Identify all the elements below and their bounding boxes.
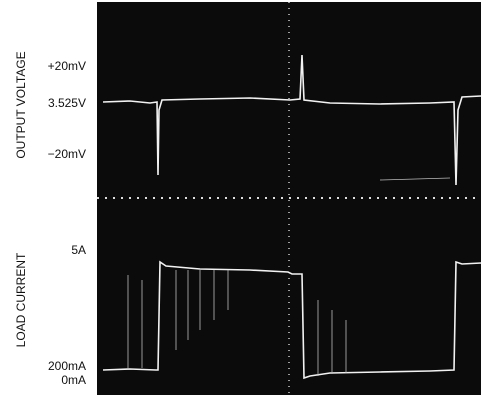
tick-label: 3.525V: [48, 96, 86, 110]
tick-label: −20mV: [48, 147, 86, 161]
tick-label: 0mA: [61, 373, 86, 387]
tick-label: +20mV: [48, 59, 86, 73]
axis-label: OUTPUT VOLTAGE: [14, 51, 28, 158]
current-artifacts: [127, 270, 347, 376]
current-trace: [102, 260, 482, 380]
voltage-trace: [102, 54, 482, 186]
voltage-artifact: [379, 177, 451, 181]
axis-label: LOAD CURRENT: [14, 252, 28, 347]
tick-label: 200mA: [48, 359, 86, 373]
tick-label: 5A: [71, 243, 86, 257]
